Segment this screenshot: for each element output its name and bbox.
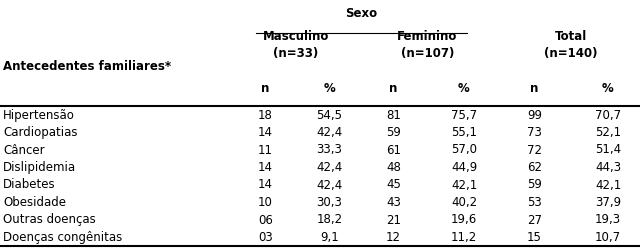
Text: 15: 15 (527, 231, 542, 244)
Text: 12: 12 (386, 231, 401, 244)
Text: %: % (458, 82, 470, 95)
Text: Feminino
(n=107): Feminino (n=107) (397, 30, 458, 60)
Text: 51,4: 51,4 (595, 144, 621, 156)
Text: 42,4: 42,4 (316, 178, 343, 192)
Text: n: n (389, 82, 398, 95)
Text: 03: 03 (258, 231, 273, 244)
Text: 99: 99 (527, 108, 542, 122)
Text: 70,7: 70,7 (595, 108, 621, 122)
Text: Antecedentes familiares*: Antecedentes familiares* (3, 60, 172, 74)
Text: 11: 11 (258, 144, 273, 156)
Text: Diabetes: Diabetes (3, 178, 56, 192)
Text: 42,4: 42,4 (316, 161, 343, 174)
Text: 52,1: 52,1 (595, 126, 621, 139)
Text: Câncer: Câncer (3, 144, 45, 156)
Text: 59: 59 (386, 126, 401, 139)
Text: 81: 81 (386, 108, 401, 122)
Text: 27: 27 (527, 214, 542, 226)
Text: Cardiopatias: Cardiopatias (3, 126, 77, 139)
Text: 37,9: 37,9 (595, 196, 621, 209)
Text: 14: 14 (258, 178, 273, 192)
Text: 10: 10 (258, 196, 273, 209)
Text: 11,2: 11,2 (451, 231, 477, 244)
Text: 18: 18 (258, 108, 273, 122)
Text: n: n (261, 82, 270, 95)
Text: 48: 48 (386, 161, 401, 174)
Text: 57,0: 57,0 (451, 144, 477, 156)
Text: 75,7: 75,7 (451, 108, 477, 122)
Text: 06: 06 (258, 214, 273, 226)
Text: 9,1: 9,1 (320, 231, 339, 244)
Text: 54,5: 54,5 (317, 108, 342, 122)
Text: 55,1: 55,1 (451, 126, 477, 139)
Text: 72: 72 (527, 144, 542, 156)
Text: Outras doenças: Outras doenças (3, 214, 96, 226)
Text: 19,6: 19,6 (451, 214, 477, 226)
Text: Sexo: Sexo (346, 7, 378, 20)
Text: 62: 62 (527, 161, 542, 174)
Text: Obesidade: Obesidade (3, 196, 66, 209)
Text: 30,3: 30,3 (317, 196, 342, 209)
Text: 19,3: 19,3 (595, 214, 621, 226)
Text: Hipertensão: Hipertensão (3, 108, 75, 122)
Text: 21: 21 (386, 214, 401, 226)
Text: n: n (530, 82, 539, 95)
Text: 45: 45 (386, 178, 401, 192)
Text: 53: 53 (527, 196, 542, 209)
Text: %: % (602, 82, 614, 95)
Text: 73: 73 (527, 126, 542, 139)
Text: %: % (324, 82, 335, 95)
Text: 59: 59 (527, 178, 542, 192)
Text: 43: 43 (386, 196, 401, 209)
Text: 14: 14 (258, 161, 273, 174)
Text: 18,2: 18,2 (317, 214, 342, 226)
Text: 61: 61 (386, 144, 401, 156)
Text: Doenças congênitas: Doenças congênitas (3, 231, 122, 244)
Text: 42,1: 42,1 (595, 178, 621, 192)
Text: 44,9: 44,9 (451, 161, 477, 174)
Text: 14: 14 (258, 126, 273, 139)
Text: 44,3: 44,3 (595, 161, 621, 174)
Text: Dislipidemia: Dislipidemia (3, 161, 76, 174)
Text: 42,4: 42,4 (316, 126, 343, 139)
Text: Total
(n=140): Total (n=140) (544, 30, 598, 60)
Text: 40,2: 40,2 (451, 196, 477, 209)
Text: 10,7: 10,7 (595, 231, 621, 244)
Text: 33,3: 33,3 (317, 144, 342, 156)
Text: Masculino
(n=33): Masculino (n=33) (262, 30, 329, 60)
Text: 42,1: 42,1 (451, 178, 477, 192)
